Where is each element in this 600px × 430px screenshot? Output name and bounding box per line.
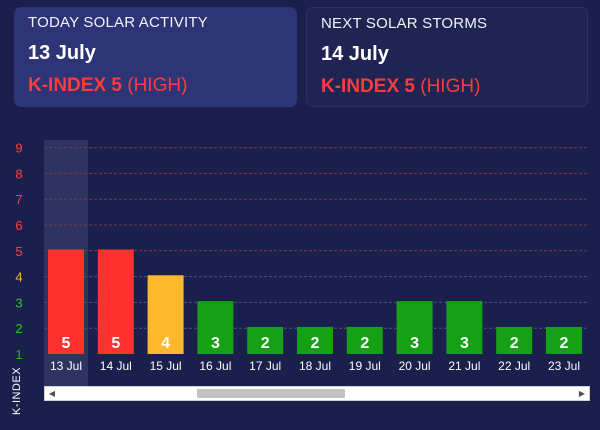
today-kindex-level: (HIGH) [127,75,188,96]
bar [247,326,284,354]
bar-value-label: 2 [360,335,369,352]
next-card-date: 14 July [321,43,389,65]
next-card-title: NEXT SOLAR STORMS [321,15,488,32]
bar-value-label: 3 [460,335,469,352]
today-kindex-line: K-INDEX 5 (HIGH) [28,75,283,97]
y-axis-title: K-INDEX [11,366,23,415]
bar [396,301,433,354]
x-tick-label: 20 Jul [399,359,431,373]
today-card-title: TODAY SOLAR ACTIVITY [28,14,208,31]
today-kindex-value: K-INDEX 5 [28,75,122,96]
y-tick-label: 9 [15,141,22,156]
bar [147,275,184,354]
bar-value-label: 5 [111,335,120,352]
bar-value-label: 2 [311,335,320,352]
next-storms-card: NEXT SOLAR STORMS 14 July K-INDEX 5 (HIG… [306,7,588,107]
scrollbar-thumb[interactable] [197,389,345,398]
bar [346,326,383,354]
x-tick-label: 17 Jul [249,359,281,373]
y-tick-label: 6 [15,218,22,233]
bar [97,249,134,354]
x-tick-label: 23 Jul [548,359,580,373]
y-tick-label: 4 [15,270,22,285]
kindex-chart: 1 2 3 4 5 6 7 8 9 5 13 Jul 5 14 Jul 4 15 Jul 3 16 Jul 2 17… [0,110,600,430]
y-tick-label: 1 [15,347,22,362]
bar [48,249,84,354]
y-tick-label: 8 [15,166,22,181]
bar-value-label: 4 [161,335,170,352]
x-tick-label: 21 Jul [448,359,480,373]
bar-value-label: 2 [560,335,569,352]
x-tick-label: 18 Jul [299,359,331,373]
bar-value-label: 5 [62,335,71,352]
x-tick-label: 16 Jul [199,359,231,373]
bar-value-label: 3 [410,335,419,352]
scroll-left-arrow-icon[interactable]: ◀ [48,389,56,398]
bar [446,301,483,354]
x-tick-label: 14 Jul [100,359,132,373]
scroll-right-arrow-icon[interactable]: ▶ [578,389,586,398]
bar [546,326,582,354]
today-activity-card: TODAY SOLAR ACTIVITY 13 July K-INDEX 5 (… [14,7,297,107]
y-tick-label: 5 [15,244,22,259]
chart-horizontal-scrollbar[interactable]: ◀ ▶ [44,386,590,401]
next-kindex-level: (HIGH) [420,76,481,97]
bar [496,326,533,354]
kindex-chart-svg: 1 2 3 4 5 6 7 8 9 5 13 Jul 5 14 Jul 4 15 Jul 3 16 Jul 2 17… [15,140,588,386]
bar-value-label: 3 [211,335,220,352]
bar-value-label: 2 [510,335,519,352]
bar [197,301,234,354]
x-tick-label: 15 Jul [150,359,182,373]
today-card-date: 13 July [28,42,96,64]
x-tick-label: 19 Jul [349,359,381,373]
x-tick-label: 22 Jul [498,359,530,373]
x-tick-label: 13 Jul [50,359,82,373]
bar [297,326,333,354]
y-tick-label: 3 [15,295,22,310]
next-kindex-line: K-INDEX 5 (HIGH) [321,76,573,98]
bar-value-label: 2 [261,335,270,352]
y-tick-label: 2 [15,321,22,336]
y-tick-label: 7 [15,192,22,207]
next-kindex-value: K-INDEX 5 [321,76,415,97]
